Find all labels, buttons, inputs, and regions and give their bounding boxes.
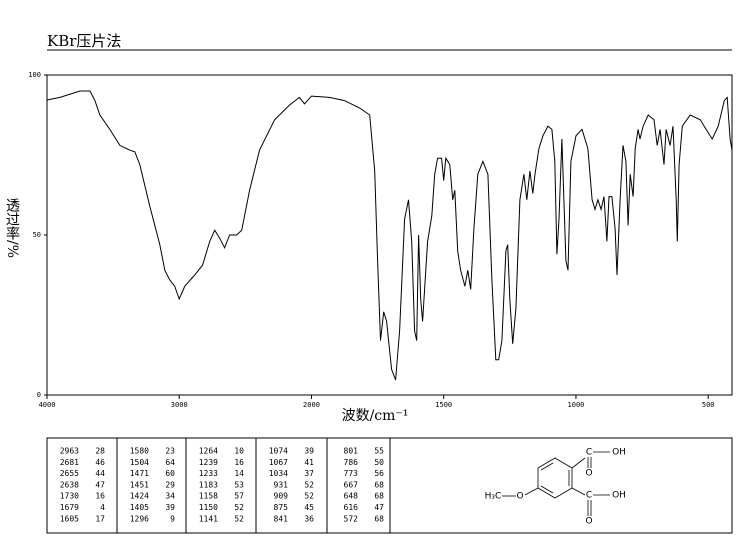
x-tick-label: 1000 xyxy=(568,401,585,409)
x-axis-label: 波数/cm⁻¹ xyxy=(342,408,409,424)
peak-transmittance: 4 xyxy=(100,503,105,512)
peak-wavenumber: 1730 xyxy=(60,492,79,501)
peak-wavenumber: 1264 xyxy=(199,447,218,456)
peak-wavenumber: 773 xyxy=(344,469,359,478)
peak-wavenumber: 2681 xyxy=(60,458,79,467)
peak-wavenumber: 1580 xyxy=(130,447,149,456)
peak-transmittance: 29 xyxy=(165,480,175,489)
peak-wavenumber: 1424 xyxy=(130,492,149,501)
peak-wavenumber: 1405 xyxy=(130,503,149,512)
peak-wavenumber: 1296 xyxy=(130,514,149,523)
peak-transmittance: 16 xyxy=(95,492,105,501)
peak-transmittance: 68 xyxy=(374,480,384,489)
peak-transmittance: 68 xyxy=(374,514,384,523)
peak-wavenumber: 2963 xyxy=(60,447,79,456)
spectrum-line xyxy=(46,90,733,381)
peak-transmittance: 44 xyxy=(95,469,105,478)
peak-transmittance: 41 xyxy=(304,458,314,467)
peak-transmittance: 64 xyxy=(165,458,175,467)
peak-wavenumber: 931 xyxy=(274,480,289,489)
peak-transmittance: 57 xyxy=(234,492,244,501)
peak-wavenumber: 1239 xyxy=(199,458,218,467)
x-tick-label: 4000 xyxy=(39,401,56,409)
structure-atom: C xyxy=(586,491,592,501)
peak-transmittance: 52 xyxy=(234,503,244,512)
peak-transmittance: 46 xyxy=(95,458,105,467)
peak-transmittance: 36 xyxy=(304,514,314,523)
structure-atom: H₃C xyxy=(485,492,502,502)
y-tick-label: 100 xyxy=(28,71,41,79)
peak-transmittance: 52 xyxy=(304,492,314,501)
peak-transmittance: 34 xyxy=(165,492,175,501)
peak-transmittance: 47 xyxy=(95,480,105,489)
peak-wavenumber: 1150 xyxy=(199,503,218,512)
peak-wavenumber: 648 xyxy=(344,492,359,501)
peak-wavenumber: 1067 xyxy=(269,458,288,467)
peak-transmittance: 50 xyxy=(374,458,384,467)
peak-wavenumber: 875 xyxy=(274,503,289,512)
peak-transmittance: 47 xyxy=(374,503,384,512)
structure-atom: O xyxy=(585,469,592,479)
peak-transmittance: 39 xyxy=(165,503,175,512)
peak-transmittance: 52 xyxy=(234,514,244,523)
table-dividers xyxy=(116,438,391,533)
structure-atom: O xyxy=(585,517,592,527)
peak-transmittance: 16 xyxy=(234,458,244,467)
peak-transmittance: 17 xyxy=(95,514,105,523)
peak-wavenumber: 1471 xyxy=(130,469,149,478)
peak-wavenumber: 909 xyxy=(274,492,289,501)
peak-transmittance: 10 xyxy=(234,447,244,456)
peak-transmittance: 60 xyxy=(165,469,175,478)
peak-wavenumber: 1074 xyxy=(269,447,288,456)
peak-wavenumber: 1183 xyxy=(199,480,218,489)
peak-transmittance: 55 xyxy=(374,447,384,456)
peak-wavenumber: 616 xyxy=(344,503,359,512)
peak-transmittance: 53 xyxy=(234,480,244,489)
x-tick-label: 3000 xyxy=(171,401,188,409)
peak-wavenumber: 1504 xyxy=(130,458,149,467)
peak-wavenumber: 1158 xyxy=(199,492,218,501)
y-axis-label: 透过率/% xyxy=(4,198,20,259)
peak-wavenumber: 2638 xyxy=(60,480,79,489)
peak-transmittance: 56 xyxy=(374,469,384,478)
peak-wavenumber: 786 xyxy=(344,458,359,467)
peak-wavenumber: 1233 xyxy=(199,469,218,478)
peak-wavenumber: 667 xyxy=(344,480,359,489)
structure-bonds xyxy=(502,451,610,516)
peak-transmittance: 9 xyxy=(170,514,175,523)
peak-wavenumber: 841 xyxy=(274,514,289,523)
peak-transmittance: 45 xyxy=(304,503,314,512)
x-tick-label: 1500 xyxy=(435,401,452,409)
structure-atom: O xyxy=(516,492,523,502)
peak-wavenumber: 2655 xyxy=(60,469,79,478)
x-tick-label: 500 xyxy=(702,401,715,409)
peak-transmittance: 39 xyxy=(304,447,314,456)
y-tick-label: 0 xyxy=(37,391,41,399)
peak-transmittance: 28 xyxy=(95,447,105,456)
peak-wavenumber: 1451 xyxy=(130,480,149,489)
peak-transmittance: 23 xyxy=(165,447,175,456)
structure-atom: OH xyxy=(612,491,626,501)
peak-wavenumber: 572 xyxy=(344,514,359,523)
peak-transmittance: 52 xyxy=(304,480,314,489)
peak-wavenumber: 1034 xyxy=(269,469,288,478)
structure-atom: OH xyxy=(612,448,626,458)
x-tick-label: 2000 xyxy=(303,401,320,409)
peak-wavenumber: 801 xyxy=(344,447,359,456)
peak-transmittance: 68 xyxy=(374,492,384,501)
header: KBr压片法 xyxy=(47,32,121,50)
peak-wavenumber: 1141 xyxy=(199,514,218,523)
y-tick-label: 50 xyxy=(33,231,41,239)
peak-transmittance: 37 xyxy=(304,469,314,478)
peak-wavenumber: 1605 xyxy=(60,514,79,523)
peak-transmittance: 14 xyxy=(234,469,244,478)
peak-wavenumber: 1679 xyxy=(60,503,79,512)
structure-atom: C xyxy=(586,448,592,458)
